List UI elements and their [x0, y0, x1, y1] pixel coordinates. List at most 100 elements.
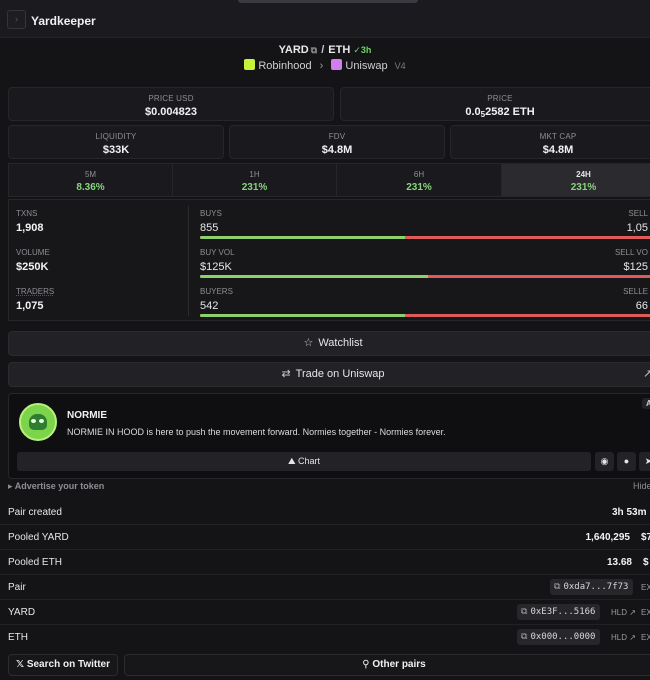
price-usd-label: PRICE USD	[148, 94, 194, 103]
pair-created-value: 3h 53m	[612, 507, 647, 518]
pooled-yard-usd: $7	[641, 532, 650, 543]
yard-address-chip[interactable]: ⧉ 0xE3F...5166	[517, 604, 601, 620]
fdv-label: FDV	[328, 132, 346, 141]
user-icon: ●	[623, 456, 630, 466]
quote-symbol: ETH	[328, 44, 351, 56]
external-link-icon: ↗	[629, 608, 636, 617]
tab-5m[interactable]: 5M 8.36%	[8, 163, 173, 197]
tab-6h[interactable]: 6H 231%	[336, 163, 502, 197]
uniswap-icon	[331, 59, 343, 70]
price-usd-card: PRICE USD $0.004823	[8, 87, 334, 121]
sellers-value: 66	[635, 300, 648, 312]
sells-label: SELL	[628, 209, 648, 218]
other-pairs-button[interactable]: ⚲ Other pairs	[124, 654, 650, 676]
liquidity-label: LIQUIDITY	[95, 132, 137, 141]
pair-explorer-link[interactable]: EX	[641, 583, 650, 592]
price-native-value: 0.052582 ETH	[465, 106, 535, 119]
copy-icon: ⧉	[554, 582, 561, 592]
other-pairs-label: Other pairs	[372, 659, 426, 670]
pooled-eth-value: 13.68	[606, 557, 632, 568]
eth-holders-link[interactable]: HLD ↗	[611, 633, 636, 642]
trade-button[interactable]: ⇄ Trade on Uniswap ↗	[8, 362, 650, 387]
price-usd-value: $0.004823	[145, 106, 197, 118]
chart-button[interactable]: ⛰ Chart	[17, 452, 591, 471]
external-link-icon: ↗	[629, 633, 636, 642]
pair-header: YARD ⧉ / ETH ✓3h Robinhood › Uniswap V4	[0, 40, 650, 80]
volume-bar	[200, 275, 650, 278]
tab-24h[interactable]: 24H 231%	[501, 163, 650, 197]
pair-age: ✓3h	[353, 45, 372, 55]
advertise-label: Advertise your token	[14, 481, 105, 491]
traders-label: TRADERS	[16, 287, 55, 296]
buyers-label: BUYERS	[200, 287, 233, 296]
yard-explorer-link[interactable]: EX	[641, 608, 650, 617]
profile-button[interactable]: ●	[617, 452, 636, 471]
token-info-card: NORMIE NORMIE IN HOOD is here to push th…	[8, 393, 650, 479]
price-native-card: PRICE 0.052582 ETH	[340, 87, 650, 121]
pair-created-label: Pair created	[8, 507, 62, 518]
buys-value: 855	[200, 222, 219, 234]
pair-address-chip[interactable]: ⧉ 0xda7...7f73	[550, 579, 634, 595]
buys-label: BUYS	[200, 209, 222, 218]
dex-name[interactable]: Uniswap	[345, 60, 388, 72]
dex-version: V4	[394, 61, 406, 71]
buys-bar-fill	[200, 236, 405, 239]
copy-icon: ⧉	[521, 607, 528, 617]
token-avatar	[19, 403, 57, 441]
token-name: NORMIE	[67, 410, 107, 421]
stats-divider	[188, 206, 189, 316]
chain-dex-line: Robinhood › Uniswap V4	[0, 59, 650, 72]
sellers-label: SELLE	[623, 287, 648, 296]
buyers-value: 542	[200, 300, 219, 312]
copy-icon: ⧉	[521, 632, 528, 642]
tab-1h-change: 231%	[241, 182, 268, 193]
eth-explorer-link[interactable]: EX	[641, 633, 650, 642]
sprout-icon: ✓	[353, 45, 361, 55]
buys-sells-bar	[200, 236, 650, 239]
watchlist-label: Watchlist	[318, 337, 363, 349]
chain-name[interactable]: Robinhood	[258, 60, 312, 72]
swap-icon: ⇄	[281, 368, 291, 380]
tab-5m-label: 5M	[84, 170, 97, 179]
mkt-cap-label: MKT CAP	[539, 132, 577, 141]
tab-1h[interactable]: 1H 231%	[172, 163, 337, 197]
fdv-card: FDV $4.8M	[229, 125, 445, 159]
buy-vol-bar-fill	[200, 275, 428, 278]
watchlist-button[interactable]: ☆ Watchlist	[8, 331, 650, 356]
mkt-cap-card: MKT CAP $4.8M	[450, 125, 650, 159]
txn-stats-panel: TXNS 1,908 VOLUME $250K TRADERS 1,075 BU…	[8, 199, 650, 321]
pair-address-label: Pair	[8, 582, 26, 593]
token-description: NORMIE IN HOOD is here to push the movem…	[67, 427, 446, 437]
pooled-eth-row: Pooled ETH 13.68 $	[0, 550, 650, 575]
tab-5m-change: 8.36%	[76, 182, 105, 193]
tab-1h-label: 1H	[249, 170, 260, 179]
drag-handle[interactable]	[238, 0, 418, 3]
copy-icon[interactable]: ⧉	[310, 45, 318, 55]
advertise-link[interactable]: ▸ Advertise your token	[8, 481, 104, 492]
eth-address-chip[interactable]: ⧉ 0x000...0000	[517, 629, 601, 645]
base-symbol: YARD	[278, 44, 309, 56]
search-twitter-button[interactable]: 𝕏 Search on Twitter	[8, 654, 118, 676]
tab-24h-change: 231%	[570, 182, 597, 193]
image-icon: ⛰	[287, 456, 296, 466]
traders-value: 1,075	[16, 300, 44, 312]
globe-icon: ◉	[600, 456, 609, 466]
sell-vol-value: $125	[623, 261, 648, 273]
buyers-sellers-bar	[200, 314, 650, 317]
buyers-bar-fill	[200, 314, 405, 317]
sell-vol-label: SELL VO	[614, 248, 648, 257]
yard-address-row: YARD ⧉ 0xE3F...5166 HLD ↗ EX	[0, 600, 650, 625]
hide-link[interactable]: Hide	[633, 481, 650, 491]
trade-label: Trade on Uniswap	[295, 368, 385, 380]
telegram-button[interactable]: ➤	[639, 452, 650, 471]
website-button[interactable]: ◉	[595, 452, 614, 471]
app-logo-icon[interactable]: ›	[7, 10, 26, 29]
x-logo-icon: 𝕏	[15, 659, 25, 670]
pair-name: YARD ⧉ / ETH ✓3h	[0, 44, 650, 56]
pooled-eth-label: Pooled ETH	[8, 557, 62, 568]
yard-holders-link[interactable]: HLD ↗	[611, 608, 636, 617]
pooled-yard-value: 1,640,295	[585, 532, 631, 543]
star-icon: ☆	[303, 337, 314, 349]
yard-address-label: YARD	[8, 607, 36, 618]
pair-separator: /	[321, 44, 325, 56]
